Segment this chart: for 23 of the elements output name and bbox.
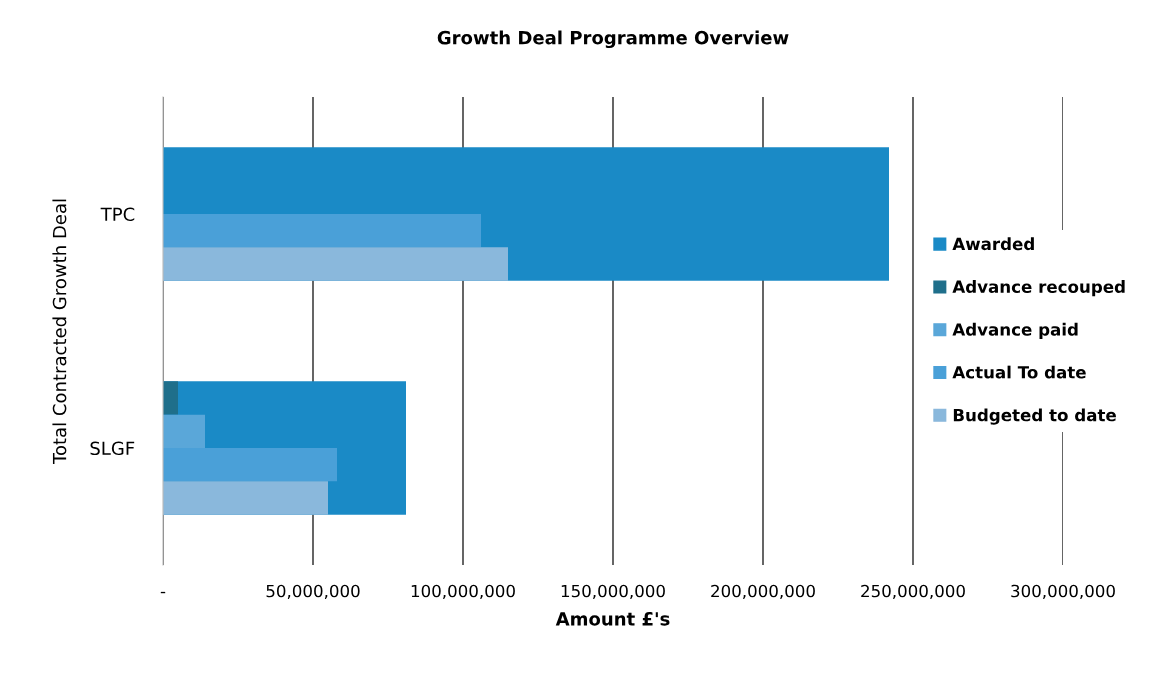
legend-label: Advance recouped [952, 280, 1125, 297]
chart-title: Growth Deal Programme Overview [437, 30, 789, 49]
bar [163, 448, 337, 482]
bar [163, 247, 508, 281]
x-tick-label: 50,000,000 [266, 584, 360, 600]
legend-label: Awarded [952, 237, 1034, 251]
legend-label: Advance paid [952, 322, 1078, 339]
y-tick-label: TPC [100, 207, 135, 222]
x-tick-label: 100,000,000 [411, 584, 515, 600]
y-axis-title: Total Contracted Growth Deal [52, 199, 67, 465]
bar [163, 214, 481, 248]
legend-label: Actual To date [952, 365, 1086, 379]
bar [163, 414, 205, 448]
x-tick-label: 150,000,000 [561, 584, 665, 600]
legend-label: Budgeted to date [953, 408, 1116, 425]
y-tick-label: SLGF [90, 441, 135, 456]
x-tick-label: - [160, 591, 166, 594]
bar [163, 381, 178, 415]
x-axis-title: Amount £'s [555, 612, 670, 626]
bar [163, 481, 328, 515]
x-tick-label: 300,000,000 [1011, 584, 1115, 600]
x-tick-label: 250,000,000 [861, 584, 965, 600]
x-tick-label: 200,000,000 [711, 584, 815, 600]
